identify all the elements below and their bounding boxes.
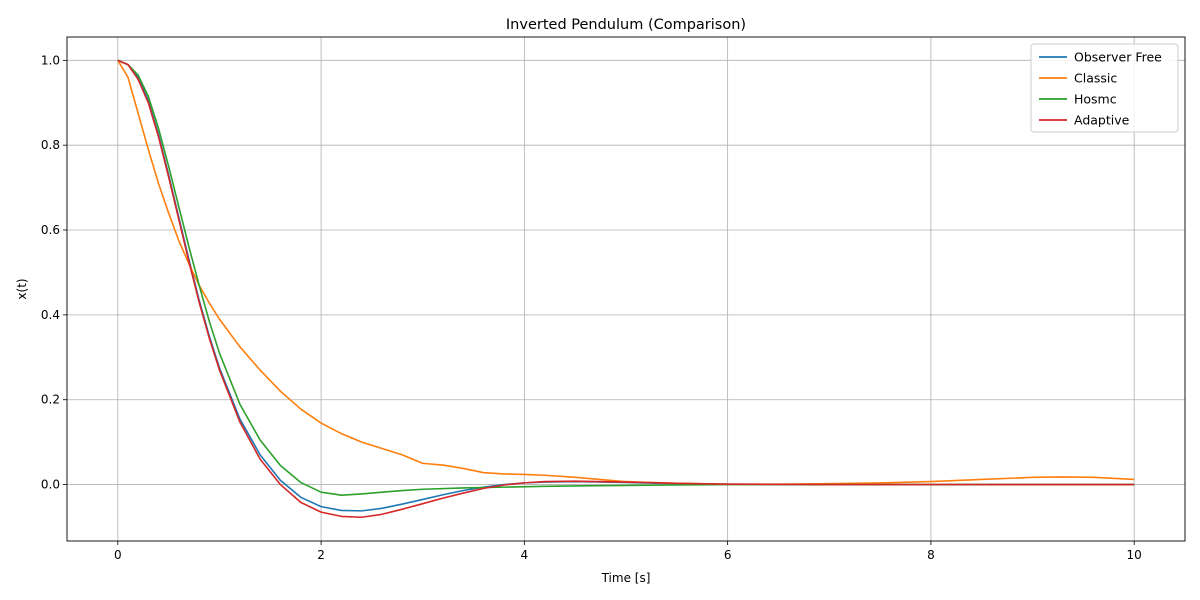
x-tick-label: 0 (114, 548, 122, 562)
y-tick-label: 0.6 (41, 223, 60, 237)
y-axis-label: x(t) (15, 278, 29, 299)
series-line-classic (117, 59, 1135, 485)
legend-box (1030, 43, 1179, 133)
y-tick-label: 1.0 (41, 53, 60, 67)
x-tick-label: 8 (927, 548, 935, 562)
y-tick-label: 0.0 (41, 478, 60, 492)
y-tick-label: 0.8 (41, 138, 60, 152)
axis-ticks: 0 2 4 6 8 10 0.0 0.2 0.4 0.6 0.8 1.0 (41, 53, 1142, 562)
y-tick-label: 0.2 (41, 393, 60, 407)
series-line-adaptive (117, 59, 1135, 519)
y-tick-label: 0.4 (41, 308, 60, 322)
chart-title: Inverted Pendulum (Comparison) (506, 17, 746, 33)
x-tick-label: 6 (724, 548, 732, 562)
series-lines (117, 59, 1135, 519)
plot-frame (66, 36, 1186, 542)
legend-label: Adaptive (1074, 113, 1130, 128)
x-tick-label: 2 (317, 548, 325, 562)
series-line-hosmc (117, 59, 1135, 496)
x-axis-label: Time [s] (601, 571, 651, 585)
legend-label: Hosmc (1074, 92, 1117, 107)
legend: Observer Free Classic Hosmc Adaptive (1030, 43, 1179, 133)
legend-label: Observer Free (1074, 50, 1162, 65)
legend-label: Classic (1074, 71, 1117, 86)
x-tick-label: 4 (521, 548, 529, 562)
x-tick-label: 10 (1127, 548, 1142, 562)
